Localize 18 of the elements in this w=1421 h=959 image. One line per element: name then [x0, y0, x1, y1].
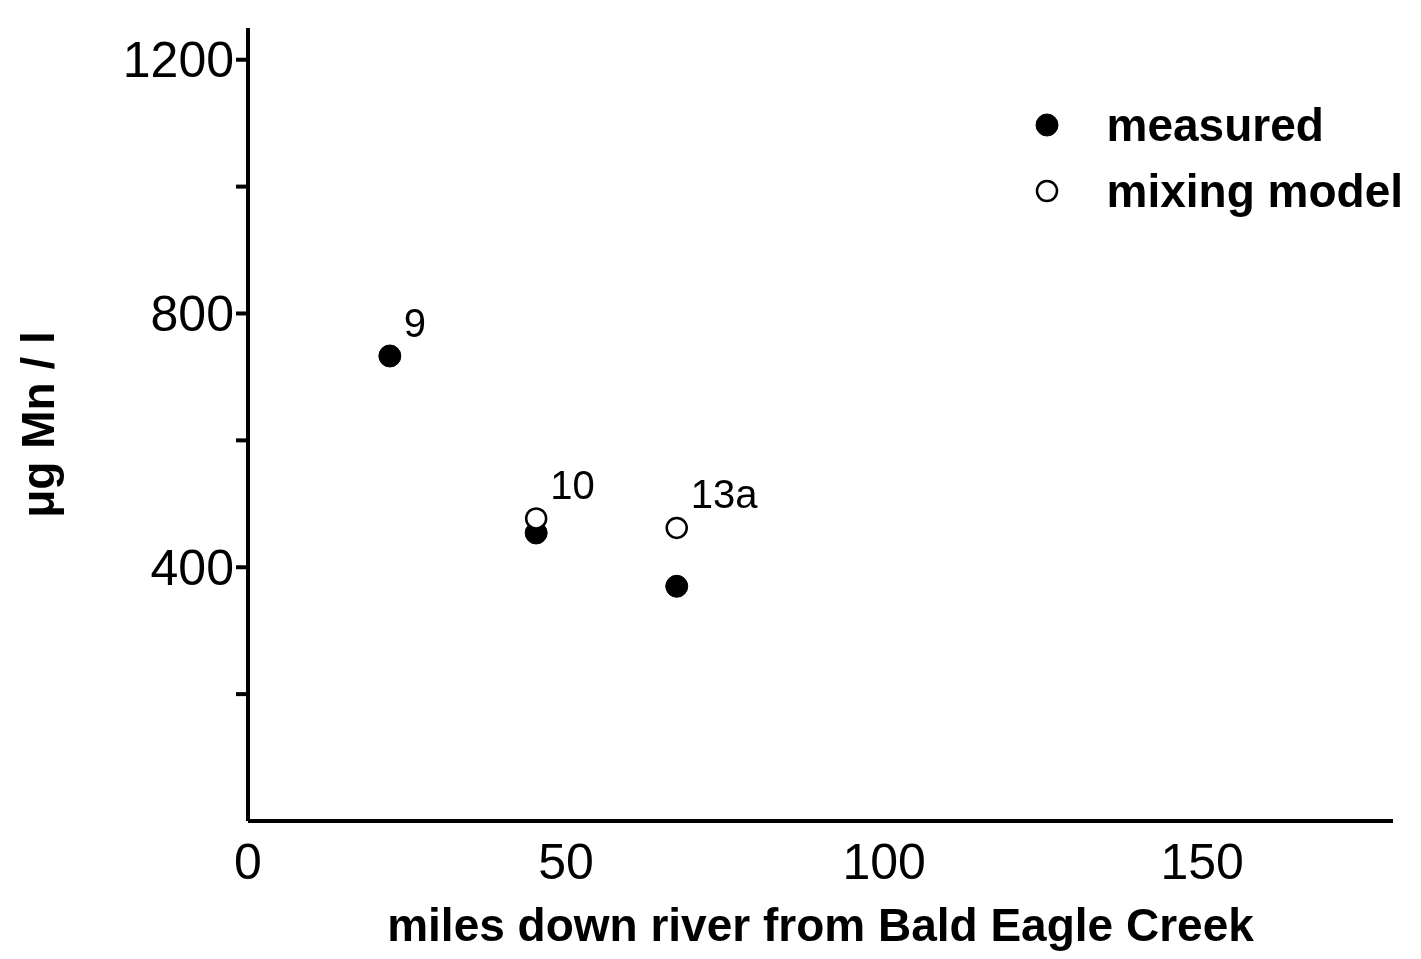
- annotation: 13a: [690, 472, 759, 517]
- point: [524, 507, 548, 530]
- point: [378, 344, 402, 368]
- y-tick-label: 800: [150, 286, 234, 343]
- y-tick-label: 400: [150, 539, 234, 596]
- legend-label: measured: [1106, 98, 1324, 152]
- point: [665, 574, 689, 598]
- y-axis-title: μg Mn / l: [12, 331, 65, 518]
- annotation: 9: [403, 300, 427, 345]
- x-tick-label: 150: [1160, 833, 1244, 890]
- x-tick-label: 0: [234, 833, 262, 890]
- annotation: 10: [550, 462, 595, 507]
- legend-label: mixing model: [1106, 164, 1403, 218]
- x-tick-label: 50: [538, 833, 594, 890]
- x-axis-title: miles down river from Bald Eagle Creek: [387, 899, 1255, 951]
- y-tick-label: 1200: [122, 32, 234, 89]
- x-tick-label: 100: [842, 833, 926, 890]
- point: [665, 516, 688, 540]
